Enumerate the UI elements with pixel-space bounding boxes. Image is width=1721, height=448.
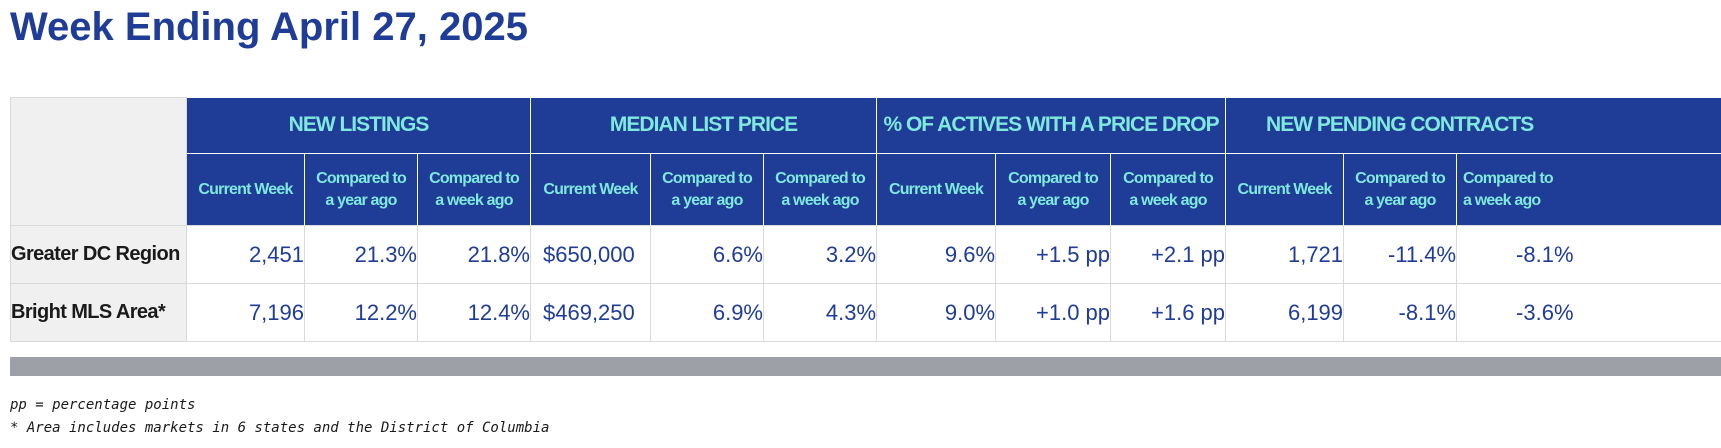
new-listings-week-ago: 21.8% xyxy=(417,225,531,284)
subheader-year-ago: Compared to a year ago xyxy=(1343,153,1457,226)
group-header-new-pending-contracts: NEW PENDING CONTRACTS xyxy=(1225,97,1721,154)
footnotes: pp = percentage points * Area includes m… xyxy=(10,394,549,440)
table-row: Bright MLS Area* 7,196 12.2% 12.4% $469,… xyxy=(10,283,1721,342)
new-listings-week-ago: 12.4% xyxy=(417,283,531,342)
price-drop-week-ago: +1.6 pp xyxy=(1110,283,1227,342)
subheader-current-week: Current Week xyxy=(876,153,996,226)
subheader-year-ago: Compared to a year ago xyxy=(650,153,764,226)
table-row: Greater DC Region 2,451 21.3% 21.8% $650… xyxy=(10,225,1721,284)
median-price-week-ago: 4.3% xyxy=(762,283,878,342)
horizontal-scrollbar[interactable] xyxy=(10,357,1721,376)
page-title: Week Ending April 27, 2025 xyxy=(10,5,528,49)
new-listings-year-ago: 21.3% xyxy=(304,225,418,284)
price-drop-current-week: 9.6% xyxy=(876,225,997,284)
market-stats-table: NEW LISTINGS MEDIAN LIST PRICE % OF ACTI… xyxy=(10,97,1721,342)
new-listings-current-week: 2,451 xyxy=(186,225,305,284)
subheader-week-ago: Compared to a week ago xyxy=(417,153,531,226)
new-listings-current-week: 7,196 xyxy=(186,283,305,342)
group-header-price-drop: % OF ACTIVES WITH A PRICE DROP xyxy=(876,97,1226,154)
row-label: Bright MLS Area* xyxy=(10,283,187,342)
subheader-year-ago: Compared to a year ago xyxy=(304,153,418,226)
subheader-week-ago: Compared to a week ago xyxy=(1456,153,1721,226)
median-price-week-ago: 3.2% xyxy=(762,225,878,284)
subheader-week-ago: Compared to a week ago xyxy=(762,153,877,226)
footnote-pp: pp = percentage points xyxy=(10,397,196,413)
row-label: Greater DC Region xyxy=(10,225,187,284)
pending-week-ago: -8.1% xyxy=(1456,225,1721,284)
group-header-new-listings: NEW LISTINGS xyxy=(186,97,531,154)
subheader-current-week: Current Week xyxy=(530,153,651,226)
median-price-year-ago: 6.9% xyxy=(650,283,764,342)
subheader-year-ago: Compared to a year ago xyxy=(995,153,1111,226)
pending-week-ago: -3.6% xyxy=(1456,283,1721,342)
price-drop-year-ago: +1.5 pp xyxy=(995,225,1112,284)
price-drop-current-week: 9.0% xyxy=(876,283,997,342)
subheader-current-week: Current Week xyxy=(1225,153,1344,226)
pending-current-week: 1,721 xyxy=(1225,225,1345,284)
subheader-week-ago: Compared to a week ago xyxy=(1110,153,1226,226)
median-price-year-ago: 6.6% xyxy=(650,225,764,284)
price-drop-year-ago: +1.0 pp xyxy=(995,283,1112,342)
group-header-median-list-price: MEDIAN LIST PRICE xyxy=(529,97,877,154)
footnote-area: * Area includes markets in 6 states and … xyxy=(10,420,550,436)
pending-year-ago: -8.1% xyxy=(1343,283,1458,342)
subheader-row: Current Week Compared to a year ago Compa… xyxy=(11,153,1721,226)
blank-corner-cell xyxy=(10,97,187,226)
median-price-current-week: $650,000 xyxy=(530,225,651,284)
new-listings-year-ago: 12.2% xyxy=(304,283,418,342)
group-header-row: NEW LISTINGS MEDIAN LIST PRICE % OF ACTI… xyxy=(10,97,1721,226)
price-drop-week-ago: +2.1 pp xyxy=(1110,225,1227,284)
pending-current-week: 6,199 xyxy=(1225,283,1345,342)
pending-year-ago: -11.4% xyxy=(1343,225,1458,284)
subheader-current-week: Current Week xyxy=(186,153,305,226)
median-price-current-week: $469,250 xyxy=(530,283,651,342)
